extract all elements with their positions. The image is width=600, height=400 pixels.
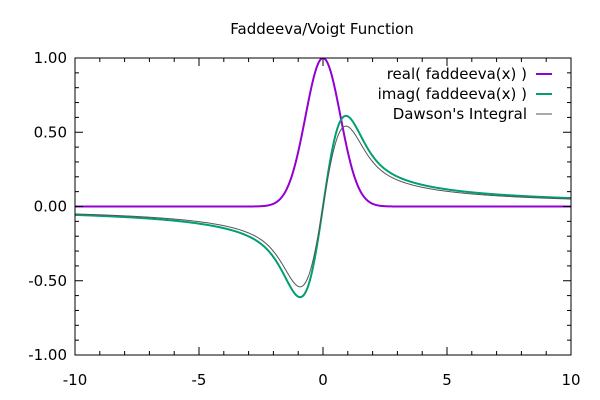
series-layer <box>75 58 571 299</box>
legend-label-2: imag( faddeeva(x) ) <box>378 85 527 103</box>
x-tick-label: -5 <box>192 371 207 389</box>
y-tick-label: 0.00 <box>34 198 67 216</box>
y-tick-label: -0.50 <box>28 272 67 290</box>
x-tick-label: 0 <box>318 371 328 389</box>
x-tick-label: -10 <box>63 371 88 389</box>
legend-label-3: Dawson's Integral <box>393 105 527 123</box>
legend: real( faddeeva(x) ) imag( faddeeva(x) ) Da… <box>378 65 552 123</box>
axes-layer: -10 -5 0 5 10 -1.00 -0.50 0.00 0.50 1.00 <box>28 49 580 389</box>
x-tick-label: 10 <box>561 371 580 389</box>
series-line-1 <box>75 58 571 208</box>
legend-label-1: real( faddeeva(x) ) <box>387 65 527 83</box>
x-tick-label: 5 <box>442 371 452 389</box>
chart-title: Faddeeva/Voigt Function <box>230 20 413 38</box>
y-tick-label: 1.00 <box>34 49 67 67</box>
y-tick-label: 0.50 <box>34 123 67 141</box>
series-line-3 <box>75 125 571 288</box>
y-tick-label: -1.00 <box>28 346 67 364</box>
